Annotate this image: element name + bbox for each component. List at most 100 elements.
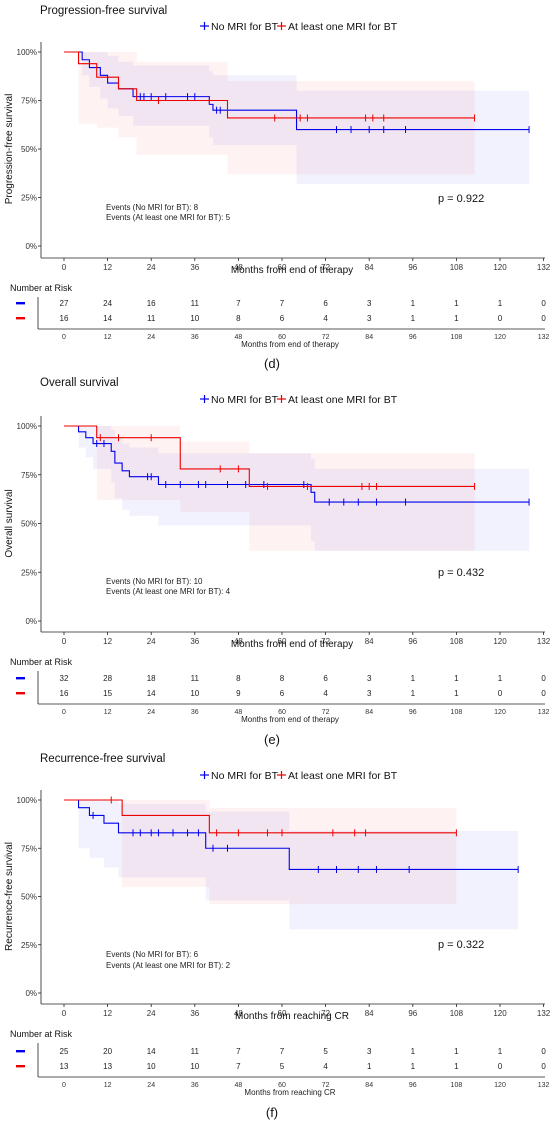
risk-tick-label: 36 <box>191 1082 199 1089</box>
risk-count: 1 <box>454 689 459 698</box>
risk-count: 8 <box>236 314 241 323</box>
x-axis-label: Months from end of therapy <box>231 265 353 276</box>
risk-count: 27 <box>60 299 69 308</box>
legend: No MRI for BT At least one MRI for BT <box>200 21 398 33</box>
x-tick-label: 120 <box>493 637 507 646</box>
y-tick-label: 25% <box>21 568 37 577</box>
risk-tick-label: 108 <box>451 334 463 341</box>
risk-count: 1 <box>411 674 416 683</box>
survival-line-series-2 <box>64 799 457 834</box>
x-tick-label: 36 <box>190 263 199 272</box>
x-tick-label: 12 <box>103 263 112 272</box>
y-tick-label: 0% <box>25 617 37 626</box>
risk-count: 1 <box>411 1047 416 1056</box>
risk-tick-label: 72 <box>322 709 330 716</box>
risk-tick-label: 60 <box>278 709 286 716</box>
risk-count: 3 <box>367 689 372 698</box>
survival-line-series-2 <box>64 51 475 119</box>
x-tick-label: 48 <box>234 263 243 272</box>
risk-tick-label: 0 <box>62 1082 66 1089</box>
risk-count: 10 <box>190 1062 199 1071</box>
x-tick-label: 72 <box>321 1009 330 1018</box>
x-tick-label: 108 <box>450 637 464 646</box>
risk-count: 18 <box>147 674 156 683</box>
y-axis-label: Overall survival <box>4 489 15 557</box>
panel-label: (f) <box>266 1105 278 1120</box>
risk-tick-label: 108 <box>451 1082 463 1089</box>
risk-tick-label: 0 <box>62 709 66 716</box>
risk-count: 16 <box>60 314 69 323</box>
legend: No MRI for BT At least one MRI for BT <box>200 770 398 782</box>
risk-count: 10 <box>190 689 199 698</box>
ci-band-series-2 <box>64 52 475 175</box>
risk-count: 13 <box>60 1062 69 1071</box>
risk-tick-label: 36 <box>191 334 199 341</box>
chart-panel-3: Recurrence-free survival No MRI for BT At … <box>4 753 550 1120</box>
risk-count: 7 <box>280 299 285 308</box>
risk-count: 1 <box>498 1047 503 1056</box>
risk-count: 11 <box>191 1047 200 1056</box>
x-tick-label: 36 <box>190 637 199 646</box>
risk-row-swatch-1 <box>16 302 25 305</box>
x-tick-label: 96 <box>408 263 417 272</box>
risk-tick-label: 132 <box>538 709 550 716</box>
risk-tick-label: 120 <box>494 709 506 716</box>
risk-tick-label: 48 <box>235 1082 243 1089</box>
x-tick-label: 48 <box>234 1009 243 1018</box>
survival-line-series-2 <box>64 425 475 487</box>
risk-tick-label: 132 <box>538 334 550 341</box>
events-no-mri: Events (No MRI for BT): 10 <box>106 577 203 586</box>
x-tick-label: 84 <box>365 263 374 272</box>
risk-count: 1 <box>411 1062 416 1071</box>
risk-tick-label: 72 <box>322 1082 330 1089</box>
risk-count: 1 <box>411 314 416 323</box>
x-axis-label: Months from end of therapy <box>231 639 353 650</box>
y-tick-label: 75% <box>21 97 37 106</box>
x-tick-label: 0 <box>62 1009 67 1018</box>
risk-table-xlabel: Months from reaching CR <box>244 1088 335 1097</box>
risk-count: 1 <box>498 674 503 683</box>
risk-count: 0 <box>541 1062 546 1071</box>
events-no-mri: Events (No MRI for BT): 6 <box>106 950 199 959</box>
risk-tick-label: 12 <box>104 334 112 341</box>
events-no-mri: Events (No MRI for BT): 8 <box>106 203 199 212</box>
risk-count: 11 <box>191 299 200 308</box>
risk-tick-label: 24 <box>147 334 155 341</box>
risk-count: 20 <box>103 1047 112 1056</box>
risk-count: 25 <box>60 1047 69 1056</box>
risk-tick-label: 72 <box>322 334 330 341</box>
risk-count: 6 <box>323 299 328 308</box>
risk-tick-label: 24 <box>147 1082 155 1089</box>
risk-count: 0 <box>541 314 546 323</box>
risk-tick-label: 48 <box>235 334 243 341</box>
x-tick-label: 120 <box>493 263 507 272</box>
risk-count: 3 <box>367 314 372 323</box>
risk-count: 1 <box>498 299 503 308</box>
y-tick-label: 75% <box>21 844 37 853</box>
chart-title: Recurrence-free survival <box>40 753 165 765</box>
x-tick-label: 24 <box>147 637 156 646</box>
y-tick-label: 50% <box>21 893 37 902</box>
x-tick-label: 12 <box>103 1009 112 1018</box>
risk-tick-label: 48 <box>235 709 243 716</box>
x-tick-label: 96 <box>408 1009 417 1018</box>
x-tick-label: 60 <box>278 263 287 272</box>
x-tick-label: 96 <box>408 637 417 646</box>
y-tick-label: 50% <box>21 520 37 529</box>
legend-label-mri: At least one MRI for BT <box>288 394 398 406</box>
x-tick-label: 48 <box>234 637 243 646</box>
risk-row-swatch-1 <box>16 677 25 680</box>
x-tick-label: 84 <box>365 637 374 646</box>
events-mri: Events (At least one MRI for BT): 2 <box>106 961 231 970</box>
risk-count: 16 <box>60 689 69 698</box>
risk-count: 14 <box>103 314 112 323</box>
risk-tick-label: 0 <box>62 334 66 341</box>
risk-count: 5 <box>280 1062 285 1071</box>
y-tick-label: 100% <box>17 422 37 431</box>
risk-count: 7 <box>236 299 241 308</box>
x-tick-label: 132 <box>537 1009 550 1018</box>
risk-row-swatch-2 <box>16 692 25 695</box>
events-mri: Events (At least one MRI for BT): 5 <box>106 213 231 222</box>
